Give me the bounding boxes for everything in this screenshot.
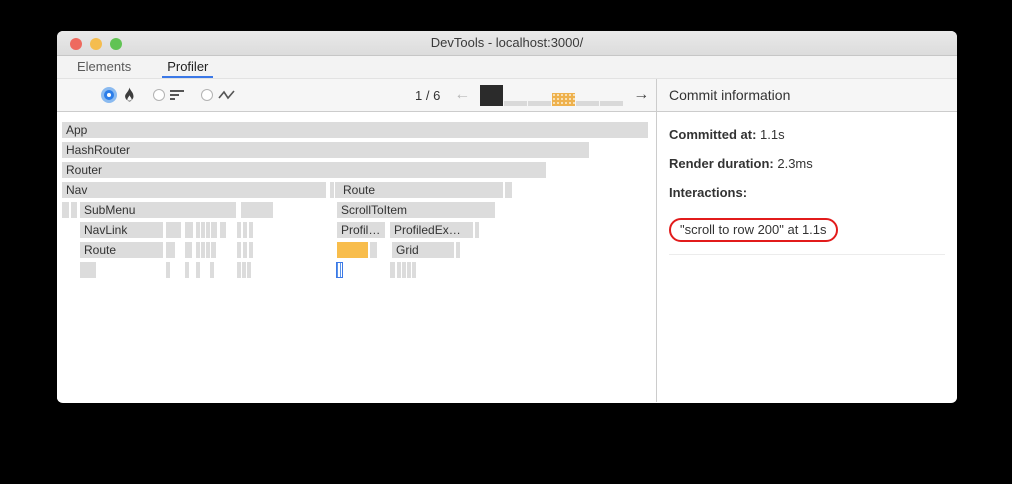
interactions-chart-toggle[interactable] (201, 89, 235, 101)
flame-bar[interactable] (185, 242, 192, 258)
info-row-interactions: Interactions (669, 185, 945, 200)
close-window-icon[interactable] (70, 38, 82, 50)
traffic-lights (70, 38, 122, 50)
commit-info-pane: Commit information Committed at 1.1s Rend… (657, 79, 957, 402)
flame-bar[interactable] (336, 262, 343, 278)
title-bar[interactable]: DevTools - localhost:3000/ (57, 31, 957, 56)
flame-bar[interactable] (241, 202, 273, 218)
flame-bar[interactable] (508, 182, 512, 198)
ranked-chart-toggle[interactable] (153, 89, 185, 101)
devtools-window: DevTools - localhost:3000/ Elements Prof… (57, 31, 957, 403)
flame-bar[interactable] (249, 222, 253, 238)
flamegraph-chart[interactable]: App HashRouter Router Nav Route SubMenu Scroll… (57, 112, 656, 402)
tab-bar: Elements Profiler (57, 56, 957, 79)
flame-bar-navlink[interactable]: NavLink (80, 222, 163, 238)
commit-bar[interactable] (504, 101, 528, 106)
flame-bar-profil[interactable]: Profil… (337, 222, 385, 238)
zoom-window-icon[interactable] (110, 38, 122, 50)
main-area: 1 / 6 ← → App HashRouter Router Nav Route Sub… (57, 79, 957, 402)
panel-divider (669, 254, 945, 255)
commit-bar[interactable] (480, 85, 504, 106)
flame-bar[interactable] (166, 242, 175, 258)
radio-selected-icon[interactable] (101, 87, 117, 103)
tab-elements[interactable]: Elements (77, 58, 132, 74)
flame-bar[interactable] (237, 222, 241, 238)
commit-bar[interactable] (552, 93, 576, 106)
flame-bar[interactable] (505, 182, 509, 198)
profiler-pane: 1 / 6 ← → App HashRouter Router Nav Route Sub… (57, 79, 657, 402)
flame-bar[interactable] (196, 222, 200, 238)
flame-bar[interactable] (80, 262, 96, 278)
flame-bar[interactable] (335, 182, 339, 198)
flame-bar[interactable] (166, 262, 170, 278)
commit-bar[interactable] (600, 101, 624, 106)
interaction-entry[interactable]: "scroll to row 200" at 1.1s (669, 218, 838, 242)
flame-bar[interactable] (407, 262, 411, 278)
flame-bar-profiledex[interactable]: ProfiledEx… (390, 222, 473, 238)
flame-bar[interactable] (211, 242, 216, 258)
flame-bar[interactable] (185, 222, 193, 238)
flame-bar[interactable] (247, 262, 251, 278)
flame-bar[interactable] (237, 242, 241, 258)
commit-info-header: Commit information (657, 79, 957, 112)
flame-bar-grid[interactable]: Grid (392, 242, 454, 258)
flame-bar[interactable] (330, 182, 334, 198)
info-row-committed-at: Committed at 1.1s (669, 127, 945, 142)
flame-bar[interactable] (243, 242, 247, 258)
commit-selector-strip[interactable] (480, 84, 624, 106)
flamegraph-chart-toggle[interactable] (101, 87, 137, 103)
flame-bar[interactable] (211, 222, 217, 238)
flame-bar-route[interactable]: Route (339, 182, 503, 198)
flame-bar[interactable] (412, 262, 416, 278)
ranked-chart-icon[interactable] (170, 89, 185, 101)
flame-icon[interactable] (122, 87, 137, 103)
flame-bar[interactable] (242, 262, 246, 278)
flame-bar[interactable] (237, 262, 241, 278)
flame-bar[interactable] (196, 262, 200, 278)
commit-bar[interactable] (576, 101, 600, 106)
flame-bar-route[interactable]: Route (80, 242, 163, 258)
minimize-window-icon[interactable] (90, 38, 102, 50)
flame-bar[interactable] (220, 222, 226, 238)
flame-bar[interactable] (210, 262, 214, 278)
flame-bar[interactable] (196, 242, 200, 258)
radio-unselected-icon[interactable] (153, 89, 165, 101)
radio-unselected-icon[interactable] (201, 89, 213, 101)
flame-bar[interactable] (185, 262, 189, 278)
flame-bar-app[interactable]: App (62, 122, 648, 138)
tab-profiler[interactable]: Profiler (162, 56, 214, 78)
previous-commit-button[interactable]: ← (454, 86, 471, 103)
flame-bar[interactable] (370, 242, 377, 258)
flame-bar[interactable] (456, 242, 460, 258)
flame-bar[interactable] (166, 222, 181, 238)
flame-bar[interactable] (201, 222, 205, 238)
flame-bar[interactable] (206, 242, 210, 258)
info-row-render-duration: Render duration 2.3ms (669, 156, 945, 171)
flame-bar[interactable] (206, 222, 210, 238)
interactions-chart-icon[interactable] (218, 89, 235, 101)
flame-bar[interactable] (201, 242, 205, 258)
flame-bar[interactable] (249, 242, 253, 258)
flame-bar[interactable] (390, 262, 395, 278)
flame-bar[interactable] (397, 262, 401, 278)
flame-bar-hashrouter[interactable]: HashRouter (62, 142, 589, 158)
flame-bar[interactable] (402, 262, 406, 278)
flame-bar-scrolltoitem[interactable]: ScrollToItem (337, 202, 495, 218)
next-commit-button[interactable]: → (633, 86, 650, 103)
flame-bar[interactable] (475, 222, 479, 238)
window-title: DevTools - localhost:3000/ (430, 35, 584, 50)
flame-bar[interactable] (71, 202, 77, 218)
commit-bar[interactable] (528, 101, 552, 106)
flame-bar-submenu[interactable]: SubMenu (80, 202, 236, 218)
commit-info-body: Committed at 1.1s Render duration 2.3ms In… (657, 112, 957, 255)
commit-counter: 1 / 6 (415, 87, 441, 103)
flame-bar-router[interactable]: Router (62, 162, 546, 178)
flame-bar[interactable] (62, 202, 69, 218)
flame-bar-nav[interactable]: Nav (62, 182, 326, 198)
profiler-toolbar: 1 / 6 ← → (57, 79, 656, 112)
flame-bar[interactable] (337, 242, 368, 258)
flame-bar[interactable] (243, 222, 247, 238)
